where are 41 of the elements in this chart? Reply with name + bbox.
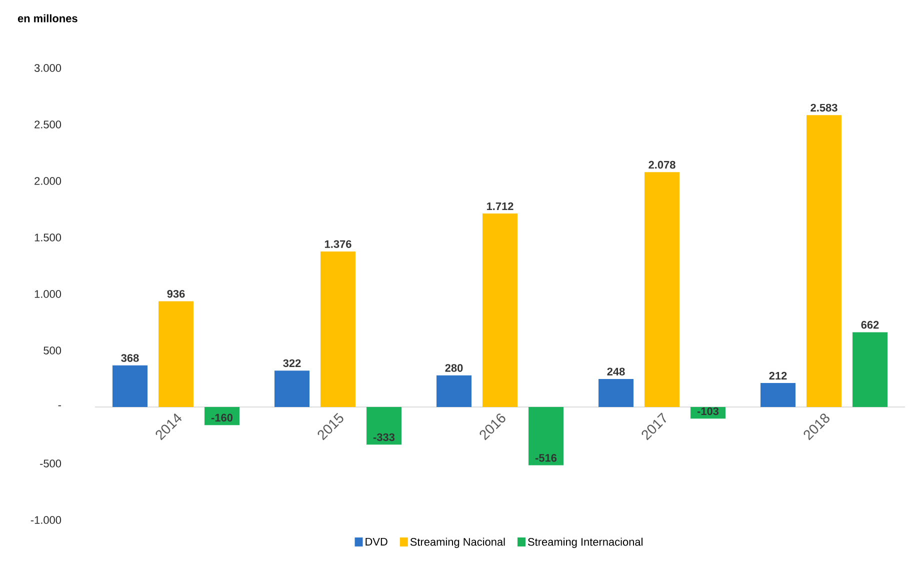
y-tick-label: 500: [44, 346, 62, 354]
data-label: -516: [535, 454, 557, 462]
y-tick-label: 1.500: [34, 234, 62, 242]
legend-label: Streaming Internacional: [528, 538, 642, 548]
bar: [482, 214, 518, 407]
bar: [112, 365, 148, 407]
y-tick-label: -: [58, 405, 61, 406]
data-label: 368: [121, 354, 139, 362]
bar: [852, 332, 888, 407]
bar: [436, 375, 472, 407]
y-tick-label: 3.000: [34, 64, 62, 72]
bar: [366, 407, 402, 445]
bar: [598, 378, 634, 407]
y-tick-label: 2.000: [34, 177, 62, 185]
data-label: 662: [861, 320, 879, 329]
data-label: 1.376: [324, 240, 352, 248]
data-label: -333: [373, 433, 395, 442]
y-tick-label: 2.500: [34, 120, 62, 128]
y-tick-label: 1.000: [34, 290, 62, 298]
bar: [158, 301, 194, 407]
bar: [274, 370, 310, 407]
data-label: 322: [283, 359, 301, 368]
data-label: 212: [769, 372, 787, 380]
data-label: 936: [167, 290, 185, 298]
bar: [528, 407, 564, 466]
data-label: 2.078: [648, 160, 676, 169]
bar: [320, 252, 356, 407]
legend-label: DVD: [366, 538, 388, 546]
bar: [760, 383, 796, 407]
data-label: 1.712: [486, 202, 514, 210]
data-label: 2.583: [810, 104, 838, 112]
data-label: -160: [211, 414, 233, 422]
y-tick-label: -1.000: [30, 516, 62, 524]
y-tick-label: -500: [40, 460, 62, 468]
data-label: -103: [697, 407, 719, 416]
data-label: 248: [607, 368, 625, 376]
legend-label: Streaming Nacional: [410, 538, 505, 548]
y-axis-title: en millones: [18, 14, 78, 22]
bar: [644, 172, 680, 407]
data-label: 280: [445, 364, 463, 372]
bar: [806, 115, 842, 407]
